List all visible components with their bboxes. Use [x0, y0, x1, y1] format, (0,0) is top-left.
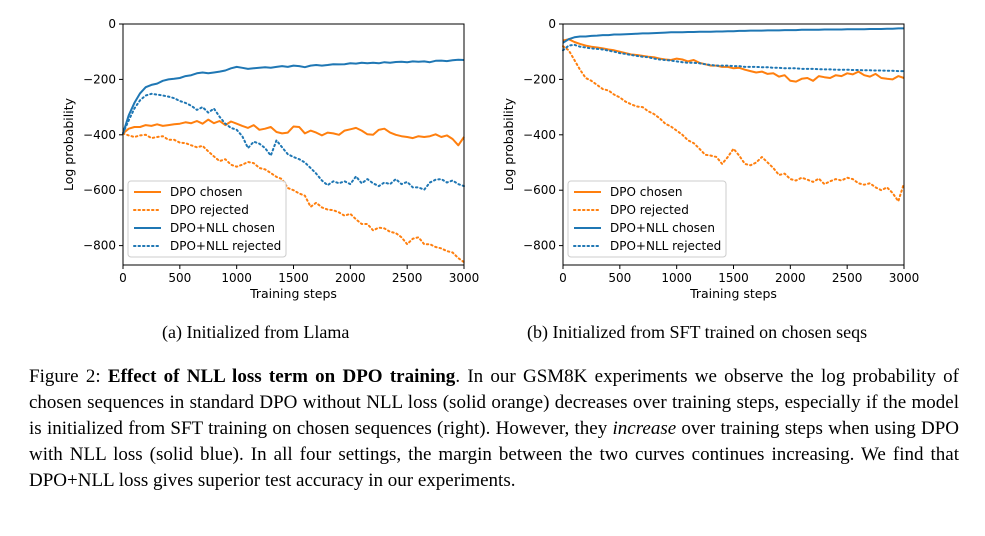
x-tick-label: 1000 [221, 271, 252, 285]
x-tick-label: 500 [168, 271, 191, 285]
chart-panel-0: 0 500 1000 1500 2000 2500 3000 0 −200 −400 −600 −80… [61, 17, 479, 301]
legend-label: DPO+NLL chosen [170, 221, 275, 235]
x-tick-label: 0 [119, 271, 127, 285]
y-tick-label: 0 [108, 17, 116, 31]
y-tick-label: −400 [523, 128, 556, 142]
x-axis-label: Training steps [249, 286, 337, 301]
series-line-0-0 [122, 118, 465, 147]
y-tick-label: 0 [548, 17, 556, 31]
legend-label: DPO+NLL rejected [610, 239, 721, 253]
caption-prefix: Figure 2: [29, 366, 108, 387]
legend-label: DPO+NLL rejected [170, 239, 281, 253]
y-tick-label: −800 [523, 239, 556, 253]
series-line-0-3 [122, 92, 465, 191]
legend-label: DPO rejected [170, 203, 249, 217]
x-tick-label: 3000 [889, 271, 920, 285]
x-tick-label: 3000 [449, 271, 480, 285]
x-tick-label: 2500 [832, 271, 863, 285]
legend-label: DPO+NLL chosen [610, 221, 715, 235]
x-tick-label: 1000 [661, 271, 692, 285]
y-tick-label: −400 [83, 128, 116, 142]
y-tick-label: −800 [83, 239, 116, 253]
legend: DPO chosen DPO rejected DPO+NLL chosen DPO+… [127, 180, 287, 258]
legend-label: DPO rejected [610, 203, 689, 217]
y-tick-label: −200 [83, 72, 116, 86]
x-tick-label: 2500 [392, 271, 423, 285]
series-line-1-2 [562, 27, 904, 44]
x-tick-label: 2000 [775, 271, 806, 285]
x-tick-label: 500 [608, 271, 631, 285]
y-tick-label: −600 [83, 183, 116, 197]
x-tick-label: 1500 [718, 271, 749, 285]
legend-box [127, 180, 287, 258]
legend: DPO chosen DPO rejected DPO+NLL chosen DPO+… [567, 180, 727, 258]
series-line-1-1 [562, 45, 905, 203]
y-tick-label: −200 [523, 72, 556, 86]
caption-italic: increase [612, 418, 677, 439]
y-axis-label: Log probability [61, 97, 76, 191]
series-line-1-3 [562, 43, 905, 73]
legend-label: DPO chosen [170, 185, 243, 199]
legend-box [567, 180, 727, 258]
caption-part1: . In our GSM8K experiments we observe th… [29, 366, 960, 439]
legend-label: DPO chosen [610, 185, 683, 199]
series-line-0-2 [122, 58, 465, 134]
subcaption-a: (a) Initialized from Llama [162, 322, 350, 342]
x-tick-label: 2000 [335, 271, 366, 285]
series-line-0-1 [122, 132, 465, 264]
x-axis-label: Training steps [689, 286, 777, 301]
caption-bold: Effect of NLL loss term on DPO training [107, 366, 456, 387]
y-axis-label: Log probability [501, 97, 516, 191]
figure-caption: Figure 2: Effect of NLL loss term on DPO… [29, 364, 959, 494]
x-tick-label: 1500 [278, 271, 309, 285]
caption-part2: over training steps when using DPO with … [29, 418, 959, 491]
subcaption-b: (b) Initialized from SFT trained on chos… [527, 322, 868, 342]
series-line-1-0 [562, 38, 905, 83]
y-tick-label: −600 [523, 183, 556, 197]
x-tick-label: 0 [559, 271, 567, 285]
chart-panel-1: 0 500 1000 1500 2000 2500 3000 0 −200 −400 −600 −80… [501, 17, 919, 301]
